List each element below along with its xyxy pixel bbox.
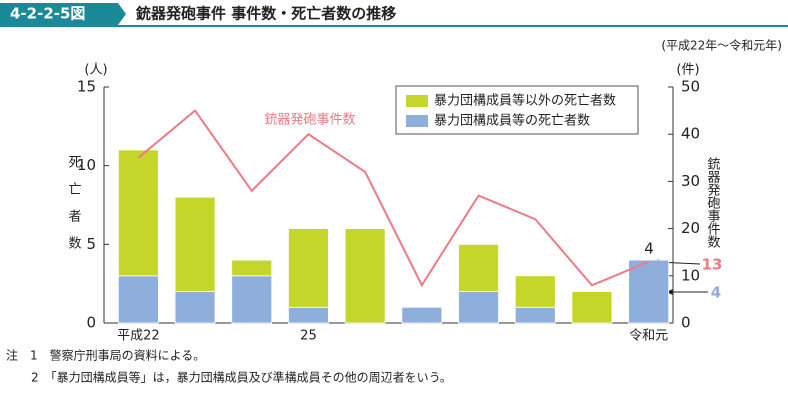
bar-segment [117,149,159,277]
subtitle: (平成22年～令和元年) [661,38,782,53]
bar-segment [231,275,273,324]
y2-tick-label: 20 [681,219,700,237]
bar-segment [288,228,329,308]
y-tick-label: 5 [86,235,96,253]
bar-segment [288,306,329,324]
bar-segment [401,306,443,324]
data-label: 4 [644,240,654,258]
note: 注 1 警察庁刑事局の資料による。 [6,348,205,363]
figure-badge [0,3,126,25]
legend-label: 暴力団構成員等以外の死亡者数 [434,93,616,109]
chart-title: 銃器発砲事件 事件数・死亡者数の推移 [136,5,396,23]
figure-number: 4-2-2-5図 [10,5,85,23]
note: 2 「暴力団構成員等」は，暴力団構成員及び準構成員その他の周辺者をいう。 [31,370,452,385]
x-tick-label: 25 [300,329,317,344]
data-label: 4 [711,284,721,302]
y-unit: (人) [84,63,107,78]
y2-tick-label: 0 [681,314,691,332]
y-tick-label: 0 [86,314,96,332]
y2-tick-label: 40 [681,125,700,143]
y-tick-label: 15 [77,78,96,96]
bar-segment [117,275,159,324]
legend-swatch [406,95,428,107]
y2-unit: (件) [676,63,699,78]
y2-axis-label: 銃器発砲事件数 [705,157,721,248]
x-tick-label: 令和元 [629,329,668,344]
bar-segment [231,259,273,277]
arrow-head [666,289,673,295]
line-label: 銃器発砲事件数 [264,113,355,128]
line-series [137,109,650,288]
bar-segment [514,306,556,324]
bar-segment [571,291,613,324]
legend-swatch [406,115,428,127]
legend-box [395,85,639,135]
bar-segment [514,275,556,308]
bar-segment [628,259,670,324]
bar-segment [458,243,499,292]
bar-segment [344,228,386,324]
y-axis-label: 死亡者数 [66,155,82,263]
bar-segment [174,196,216,292]
legend-label: 暴力団構成員等の死亡者数 [434,113,590,129]
y-tick-label: 10 [77,156,96,174]
y2-tick-label: 30 [681,172,700,190]
bar-segment [174,291,216,324]
x-tick-label: 平成22 [117,329,160,344]
y2-tick-label: 50 [681,78,700,96]
bar-segment [458,291,499,324]
data-label: 13 [702,256,723,274]
y2-tick-label: 10 [681,266,700,284]
